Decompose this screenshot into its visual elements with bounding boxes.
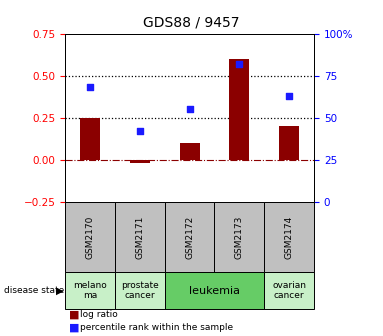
- Bar: [115, 202, 165, 272]
- Text: log ratio: log ratio: [80, 310, 118, 319]
- Text: melano
ma: melano ma: [73, 281, 107, 300]
- Bar: [214, 202, 264, 272]
- Point: [187, 107, 193, 112]
- Bar: [264, 272, 314, 309]
- Text: ▶: ▶: [56, 286, 63, 296]
- Point: [236, 61, 242, 67]
- Text: leukemia: leukemia: [189, 286, 240, 296]
- Text: prostate
cancer: prostate cancer: [121, 281, 159, 300]
- Text: ■: ■: [69, 309, 79, 319]
- Bar: [264, 202, 314, 272]
- Point: [137, 128, 143, 134]
- Bar: [279, 126, 299, 160]
- Bar: [229, 59, 249, 160]
- Text: ■: ■: [69, 323, 79, 333]
- Bar: [80, 118, 100, 160]
- Text: percentile rank within the sample: percentile rank within the sample: [80, 323, 234, 332]
- Bar: [165, 272, 264, 309]
- Bar: [115, 272, 165, 309]
- Point: [286, 93, 292, 98]
- Bar: [65, 202, 115, 272]
- Text: GDS88 / 9457: GDS88 / 9457: [143, 15, 240, 29]
- Text: disease state: disease state: [4, 286, 64, 295]
- Bar: [180, 143, 200, 160]
- Text: GSM2172: GSM2172: [185, 215, 194, 258]
- Bar: [165, 202, 214, 272]
- Bar: [65, 272, 115, 309]
- Text: GSM2170: GSM2170: [85, 215, 95, 259]
- Bar: [130, 160, 150, 163]
- Text: GSM2173: GSM2173: [235, 215, 244, 259]
- Text: GSM2171: GSM2171: [135, 215, 144, 259]
- Text: ovarian
cancer: ovarian cancer: [272, 281, 306, 300]
- Point: [87, 85, 93, 90]
- Text: GSM2174: GSM2174: [285, 215, 294, 258]
